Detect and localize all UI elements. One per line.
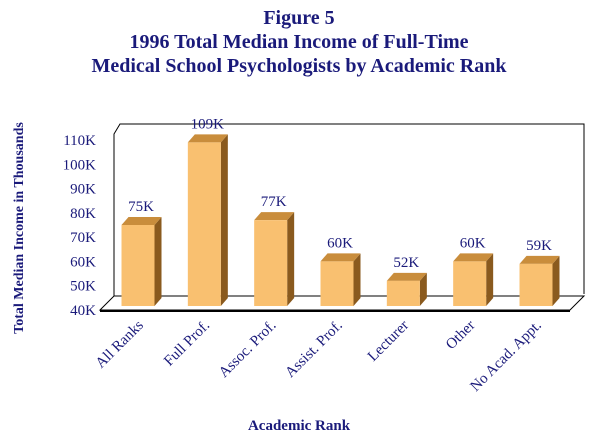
x-tick-label: Lecturer [365, 318, 412, 365]
bar-top [386, 272, 427, 281]
x-tick-label: Other [443, 318, 478, 353]
bar [453, 261, 487, 306]
bar [121, 225, 155, 306]
bar-top [254, 212, 295, 221]
y-tick-label: 80K [70, 206, 96, 222]
x-axis-label: Academic Rank [247, 418, 351, 434]
data-label: 77K [261, 194, 287, 210]
bar-side [419, 272, 427, 306]
y-tick-label: 70K [70, 230, 96, 246]
data-label: 109K [191, 116, 225, 132]
bar-side [486, 253, 494, 306]
y-tick-label: 60K [70, 254, 96, 270]
title-line-2: 1996 Total Median Income of Full-Time [129, 31, 469, 53]
plot-back-wall [113, 123, 585, 306]
bar-top [519, 255, 560, 264]
bar-side [287, 212, 295, 306]
plot-floor-edge [100, 310, 570, 312]
x-tick-label: Assoc. Prof. [216, 318, 279, 381]
data-label: 60K [327, 235, 353, 251]
chart-title: Figure 5 1996 Total Median Income of Ful… [0, 6, 598, 78]
y-tick-label: 110K [63, 133, 96, 149]
data-label: 52K [393, 255, 419, 271]
x-tick-label: Assist. Prof. [282, 318, 345, 381]
data-label: 75K [128, 199, 154, 215]
bar [187, 142, 221, 306]
bar [519, 263, 553, 306]
bar-top [121, 217, 162, 225]
y-tick-label: 40K [70, 303, 96, 319]
y-tick-label: 90K [70, 182, 96, 198]
x-tick-label: Full Prof. [161, 318, 213, 370]
y-tick-label: 100K [63, 157, 97, 173]
bar [320, 261, 354, 306]
y-tick-label: 50K [70, 279, 96, 295]
bar [254, 220, 288, 306]
bar-top [187, 134, 228, 143]
x-tick-label: No Acad. Appt. [468, 318, 545, 395]
bar-side [552, 255, 560, 306]
bar-side [154, 217, 162, 306]
bar-side [353, 253, 361, 306]
title-line-1: Figure 5 [263, 7, 335, 29]
title-line-3: Medical School Psychologists by Academic… [91, 55, 507, 77]
bar-top [453, 253, 494, 262]
bar-top [320, 253, 361, 262]
data-label: 59K [526, 238, 552, 254]
bar [386, 280, 420, 306]
bar-side [220, 134, 228, 306]
x-tick-label: All Ranks [93, 317, 147, 371]
data-label: 60K [460, 235, 486, 251]
